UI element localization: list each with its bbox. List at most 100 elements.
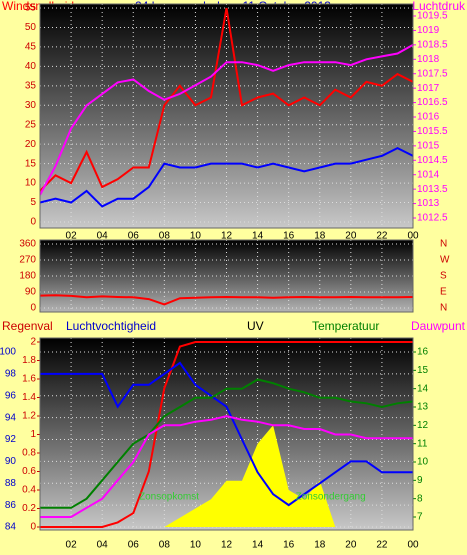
x-tick-label: 18 — [314, 231, 326, 242]
x-tick-label: 16 — [283, 231, 295, 242]
y2-tick-label: 0.4 — [22, 485, 36, 496]
y2-tick-label: 1018.5 — [417, 39, 448, 50]
y2-tick-label: 1018 — [417, 54, 440, 65]
y-tick-label: 360 — [19, 239, 36, 250]
legend-label: Luchtvochtigheid — [66, 319, 156, 333]
legend-label: Regenval — [2, 319, 53, 333]
legend-label: UV — [247, 319, 264, 333]
direction-label: E — [440, 287, 447, 298]
y-tick-label: 35 — [25, 80, 37, 91]
line — [40, 44, 413, 196]
y2-tick-label: 1015 — [417, 140, 440, 151]
legend-label: Dauwpunt — [411, 319, 466, 333]
x-tick-label: 12 — [221, 540, 233, 551]
y3-tick-label: 8 — [417, 493, 423, 504]
y-tick-label: 88 — [5, 478, 17, 489]
x-tick-label: 10 — [190, 231, 202, 242]
y2-tick-label: 0.8 — [22, 448, 36, 459]
x-tick-label: 22 — [376, 540, 388, 551]
y-tick-label: 30 — [25, 100, 37, 111]
x-tick-label: 10 — [190, 540, 202, 551]
x-tick-label: 06 — [128, 231, 140, 242]
x-tick-label: 18 — [314, 540, 326, 551]
x-tick-label: 16 — [283, 540, 295, 551]
legend-label: Temperatuur — [312, 319, 379, 333]
y2-tick-label: 1017.5 — [417, 68, 448, 79]
y2-tick-label: 1012.5 — [417, 213, 448, 224]
y-tick-label: 96 — [5, 390, 17, 401]
y3-tick-label: 15 — [417, 365, 429, 376]
y2-tick-label: 0.2 — [22, 503, 36, 514]
line — [40, 415, 413, 518]
y3-tick-label: 7 — [417, 512, 423, 523]
y-tick-label: 45 — [25, 42, 37, 53]
y2-tick-label: 0 — [30, 522, 36, 533]
y2-tick-label: 0.6 — [22, 466, 36, 477]
y-tick-label: 98 — [5, 369, 17, 380]
x-tick-label: 00 — [407, 540, 419, 551]
y-tick-label: 94 — [5, 412, 17, 423]
y2-tick-label: 1016.5 — [417, 97, 448, 108]
y2-tick-label: 1.2 — [22, 411, 36, 422]
x-tick-label: 00 — [407, 231, 419, 242]
direction-label: N — [440, 239, 447, 250]
y-tick-label: 50 — [25, 22, 37, 33]
direction-label: N — [440, 303, 447, 314]
y-tick-label: 92 — [5, 434, 17, 445]
y-tick-label: 15 — [25, 158, 37, 169]
y3-tick-label: 13 — [417, 402, 429, 413]
x-tick-label: 04 — [97, 231, 109, 242]
y2-tick-label: 1019.5 — [417, 11, 448, 22]
y2-tick-label: 1.6 — [22, 374, 36, 385]
x-tick-label: 14 — [252, 540, 264, 551]
y-tick-label: 10 — [25, 178, 37, 189]
x-tick-label: 20 — [345, 540, 357, 551]
x-tick-label: 22 — [376, 231, 388, 242]
direction-label: S — [440, 271, 447, 282]
y2-tick-label: 1013.5 — [417, 184, 448, 195]
y3-tick-label: 12 — [417, 420, 429, 431]
plot-border — [39, 337, 414, 531]
line — [40, 7, 413, 192]
y-tick-label: 270 — [19, 255, 36, 266]
line — [40, 294, 413, 306]
x-tick-label: 20 — [345, 231, 357, 242]
y3-tick-label: 10 — [417, 457, 429, 468]
line — [40, 378, 413, 509]
y2-tick-label: 1016 — [417, 112, 440, 123]
y2-tick-label: 1015.5 — [417, 126, 448, 137]
y-tick-label: 84 — [5, 522, 17, 533]
y2-tick-label: 1.4 — [22, 392, 36, 403]
y-tick-label: 5 — [30, 197, 36, 208]
x-tick-label: 12 — [221, 231, 233, 242]
y-tick-label: 100 — [0, 347, 16, 358]
y-tick-label: 0 — [30, 303, 36, 314]
y2-tick-label: 1017 — [417, 83, 440, 94]
y3-tick-label: 11 — [417, 438, 428, 449]
area — [40, 425, 413, 527]
y-tick-label: 0 — [30, 217, 36, 228]
annotation: Zonsopkomst — [139, 492, 199, 503]
y-tick-label: 20 — [25, 139, 37, 150]
y2-tick-label: 2 — [30, 337, 36, 348]
line — [40, 146, 413, 208]
y-tick-label: 90 — [5, 456, 17, 467]
y3-tick-label: 16 — [417, 347, 429, 358]
y2-tick-label: 1.8 — [22, 355, 36, 366]
y-tick-label: 55 — [25, 3, 37, 14]
y-tick-label: 90 — [25, 287, 37, 298]
y-tick-label: 40 — [25, 61, 37, 72]
y-tick-label: 180 — [19, 271, 36, 282]
line — [40, 361, 413, 507]
x-tick-label: 02 — [66, 231, 78, 242]
y2-tick-label: 1019 — [417, 25, 440, 36]
y-tick-label: 86 — [5, 500, 17, 511]
y2-tick-label: 1013 — [417, 198, 440, 209]
direction-label: W — [440, 255, 450, 266]
plot-border — [39, 3, 414, 229]
plots: 05101520253035404550551012.510131013.510… — [0, 3, 450, 551]
x-tick-label: 02 — [66, 540, 78, 551]
x-tick-label: 14 — [252, 231, 264, 242]
plot-border — [39, 239, 414, 313]
